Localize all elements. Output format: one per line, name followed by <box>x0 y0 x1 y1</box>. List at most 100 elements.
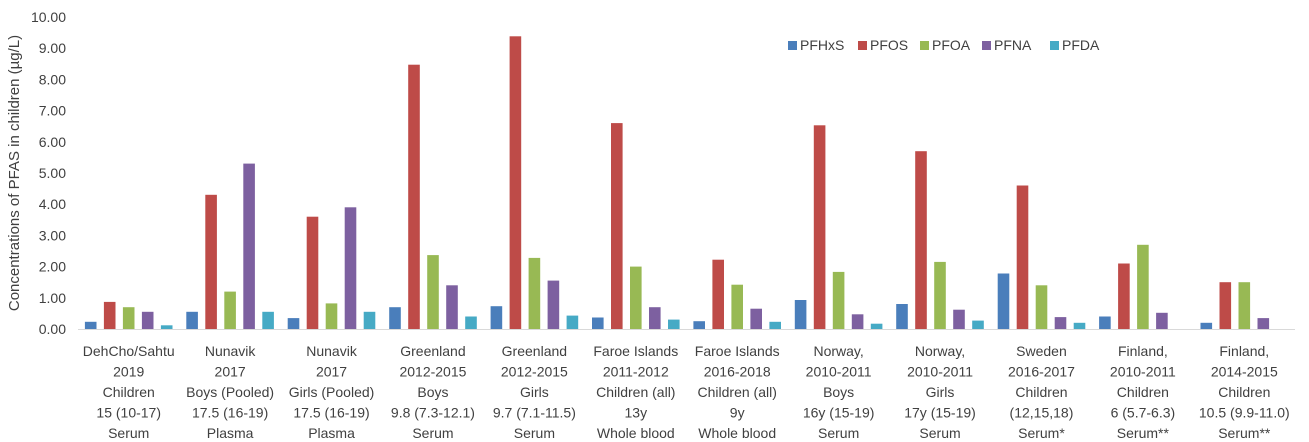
bar-pfos <box>509 36 522 330</box>
y-tick-label: 6.00 <box>39 134 66 150</box>
x-category-label-line: Nunavik <box>306 343 358 359</box>
bar-pfoa <box>630 266 642 329</box>
x-category-label-line: 2014-2015 <box>1211 364 1278 380</box>
x-category-label-line: Serum <box>919 425 960 441</box>
x-category-label-line: Children (all) <box>698 384 777 400</box>
x-category-label: Greenland 2012-2015 Boys 9.8 (7.3-12.1) Seru… <box>391 343 475 441</box>
bar-pfos <box>103 301 116 329</box>
x-category-label: Finland, 2010-2011 Children 6 (5.7-6.3) Seru… <box>1110 343 1176 441</box>
bar-pfos <box>915 151 927 329</box>
x-category-label: Finland, 2014-2015 Children 10.5 (9.9-11.0)… <box>1199 343 1290 441</box>
bar-pfda <box>160 325 173 329</box>
y-tick-label: 5.00 <box>39 165 66 181</box>
y-tick-label: 10.00 <box>31 9 66 25</box>
x-category-label-line: Norway, <box>915 343 965 359</box>
x-category-label-line: 10.5 (9.9-11.0) <box>1199 405 1290 421</box>
x-category-label: Faroe Islands 2016-2018 Children (all) 9y Wh… <box>695 343 780 441</box>
bar-pfoa <box>731 284 743 329</box>
bar-pfhxs <box>84 321 97 329</box>
x-category-label-line: 2012-2015 <box>501 364 568 380</box>
bar-pfda <box>972 320 984 329</box>
bar-pfoa <box>427 255 439 329</box>
bar-pfoa <box>325 303 338 329</box>
x-category-label-line: 2016-2018 <box>704 364 771 380</box>
x-category-label-line: Children <box>1015 384 1067 400</box>
bar-pfos <box>611 123 623 329</box>
bar-pfos <box>1219 282 1232 329</box>
x-category-label-line: 2010-2011 <box>806 364 872 380</box>
legend-label-pfhxs: PFHxS <box>800 37 844 53</box>
bar-pfos <box>1118 263 1130 329</box>
x-category-label-line: Norway, <box>813 343 863 359</box>
bar-pfoa <box>224 291 236 329</box>
bar-pfhxs <box>186 311 198 329</box>
bar-pfos <box>813 125 826 329</box>
y-tick-label: 7.00 <box>39 103 66 119</box>
bar-pfoa <box>1137 244 1149 329</box>
x-category-label-line: Serum <box>412 425 453 441</box>
bar-pfna <box>649 307 661 329</box>
x-category-label-line: Serum <box>818 425 859 441</box>
bar-pfos <box>712 259 724 329</box>
bar-pfhxs <box>1099 316 1111 329</box>
y-axis-label: Concentrations of PFAS in children (µg/L… <box>6 35 23 311</box>
bar-pfhxs <box>389 307 401 329</box>
legend-label-pfda: PFDA <box>1062 37 1100 53</box>
bar-pfhxs <box>997 273 1010 329</box>
y-tick-label: 1.00 <box>39 290 66 306</box>
legend-label-pfoa: PFOA <box>932 37 971 53</box>
y-tick-label: 3.00 <box>39 227 66 243</box>
x-category-label-line: 2010-2011 <box>1110 364 1176 380</box>
x-category-label: Nunavik 2017 Boys (Pooled) 17.5 (16-19) Plas… <box>186 343 274 441</box>
y-axis-label-group: Concentrations of PFAS in children (µg/L… <box>6 35 23 311</box>
legend: PFHxS PFOS PFOA PFNA PFDA <box>788 37 1100 53</box>
x-category-label-line: Finland, <box>1118 343 1168 359</box>
x-category-label-line: 9y <box>730 405 745 421</box>
bar-pfhxs <box>794 300 807 329</box>
x-category-label-line: Greenland <box>502 343 567 359</box>
x-category-label-line: 17.5 (16-19) <box>293 405 369 421</box>
x-category-label-line: Serum* <box>1018 425 1065 441</box>
x-category-label-line: (12,15,18) <box>1010 405 1074 421</box>
bar-pfoa <box>1238 282 1251 329</box>
category-labels: DehCho/Sahtu 2019 Children 15 (10-17) SerumN… <box>83 343 1290 441</box>
bar-pfda <box>566 315 579 329</box>
bar-pfhxs <box>490 306 503 329</box>
y-tick-label: 4.00 <box>39 196 66 212</box>
x-category-label: Sweden 2016-2017 Children (12,15,18) Serum* <box>1008 343 1075 441</box>
bar-pfda <box>363 311 376 329</box>
y-axis-ticks: 0.00 1.00 2.00 3.00 4.00 5.00 6.00 7.00 8.00 9.00… <box>31 9 66 337</box>
legend-swatch-pfos <box>858 41 867 50</box>
bar-pfna <box>141 311 154 329</box>
x-category-label-line: 2017 <box>316 364 347 380</box>
bar-pfoa <box>832 271 845 329</box>
x-category-label-line: 2016-2017 <box>1008 364 1075 380</box>
x-category-label: Greenland 2012-2015 Girls 9.7 (7.1-11.5) Ser… <box>493 343 576 441</box>
x-category-label-line: Girls <box>926 384 955 400</box>
x-category-label-line: Girls <box>520 384 549 400</box>
y-tick-label: 0.00 <box>39 321 66 337</box>
x-category-label-line: Finland, <box>1219 343 1269 359</box>
x-category-label-line: 17.5 (16-19) <box>192 405 268 421</box>
x-category-label: Norway, 2010-2011 Girls 17y (15-19) Serum <box>904 343 976 441</box>
x-category-label-line: Faroe Islands <box>695 343 780 359</box>
x-category-label-line: Greenland <box>400 343 465 359</box>
x-category-label-line: 15 (10-17) <box>96 405 161 421</box>
x-category-label-line: 2019 <box>113 364 144 380</box>
bar-pfhxs <box>592 317 604 329</box>
x-category-label-line: 6 (5.7-6.3) <box>1111 405 1176 421</box>
x-category-label: Norway, 2010-2011 Boys 16y (15-19) Serum <box>803 343 875 441</box>
bar-pfos <box>306 216 319 329</box>
x-category-label-line: 9.7 (7.1-11.5) <box>493 405 576 421</box>
x-category-label-line: Plasma <box>308 425 355 441</box>
x-category-label-line: 17y (15-19) <box>904 405 976 421</box>
bar-pfos <box>205 194 217 329</box>
bar-pfda <box>870 323 883 329</box>
bars <box>84 36 1270 330</box>
x-category-label-line: 2011-2012 <box>603 364 669 380</box>
x-category-label-line: Children (all) <box>596 384 675 400</box>
bar-pfna <box>851 314 864 329</box>
x-category-label-line: 16y (15-19) <box>803 405 875 421</box>
x-category-label-line: Serum <box>108 425 149 441</box>
